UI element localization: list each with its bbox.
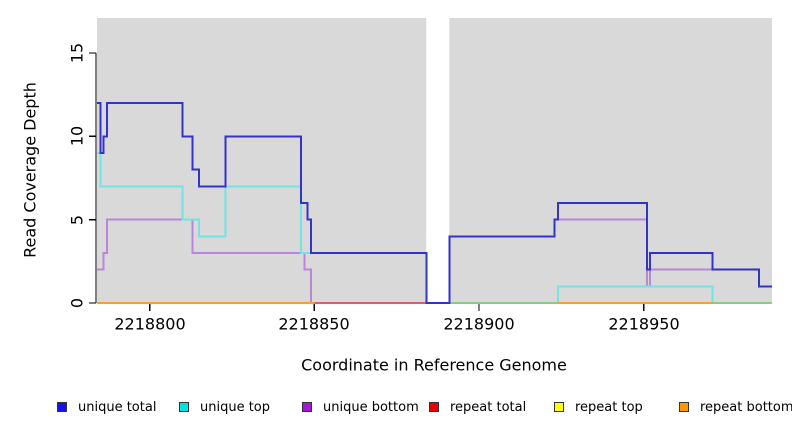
legend-swatch-unique-top bbox=[179, 402, 189, 412]
x-tick-label: 2218950 bbox=[608, 314, 680, 334]
legend-item-label: repeat top bbox=[575, 399, 643, 415]
legend: unique total unique top unique bottom repea… bbox=[0, 398, 792, 418]
legend-item: unique bottom bbox=[302, 398, 419, 416]
legend-item-label: repeat bottom bbox=[700, 399, 792, 415]
legend-swatch-repeat-total bbox=[429, 402, 439, 412]
y-tick-label: 10 bbox=[67, 125, 87, 147]
legend-item: unique total bbox=[57, 398, 156, 416]
legend-swatch-repeat-top bbox=[554, 402, 564, 412]
legend-item: unique top bbox=[179, 398, 270, 416]
legend-item-label: unique total bbox=[78, 399, 157, 415]
x-axis-title: Coordinate in Reference Genome bbox=[301, 355, 567, 375]
legend-swatch-repeat-bottom bbox=[679, 402, 689, 412]
y-tick-label: 0 bbox=[67, 297, 87, 309]
legend-item: repeat bottom bbox=[679, 398, 792, 416]
series-line-unique-top bbox=[97, 152, 772, 304]
y-tick-label: 5 bbox=[67, 214, 87, 226]
x-tick-label: 2218850 bbox=[278, 314, 350, 334]
legend-item: repeat top bbox=[554, 398, 643, 416]
x-tick-label: 2218800 bbox=[114, 314, 186, 334]
legend-item-label: repeat total bbox=[450, 399, 527, 415]
y-tick-label: 15 bbox=[67, 42, 87, 64]
legend-swatch-unique-total bbox=[57, 402, 67, 412]
x-tick-label: 2218900 bbox=[443, 314, 515, 334]
legend-item-label: unique top bbox=[200, 399, 271, 415]
series-line-unique-total bbox=[97, 102, 772, 304]
legend-item: repeat total bbox=[429, 398, 526, 416]
coverage-gap-region bbox=[426, 18, 450, 303]
legend-swatch-unique-bottom bbox=[302, 402, 312, 412]
y-axis-title: Read Coverage Depth bbox=[20, 82, 40, 258]
legend-item-label: unique bottom bbox=[323, 399, 419, 415]
